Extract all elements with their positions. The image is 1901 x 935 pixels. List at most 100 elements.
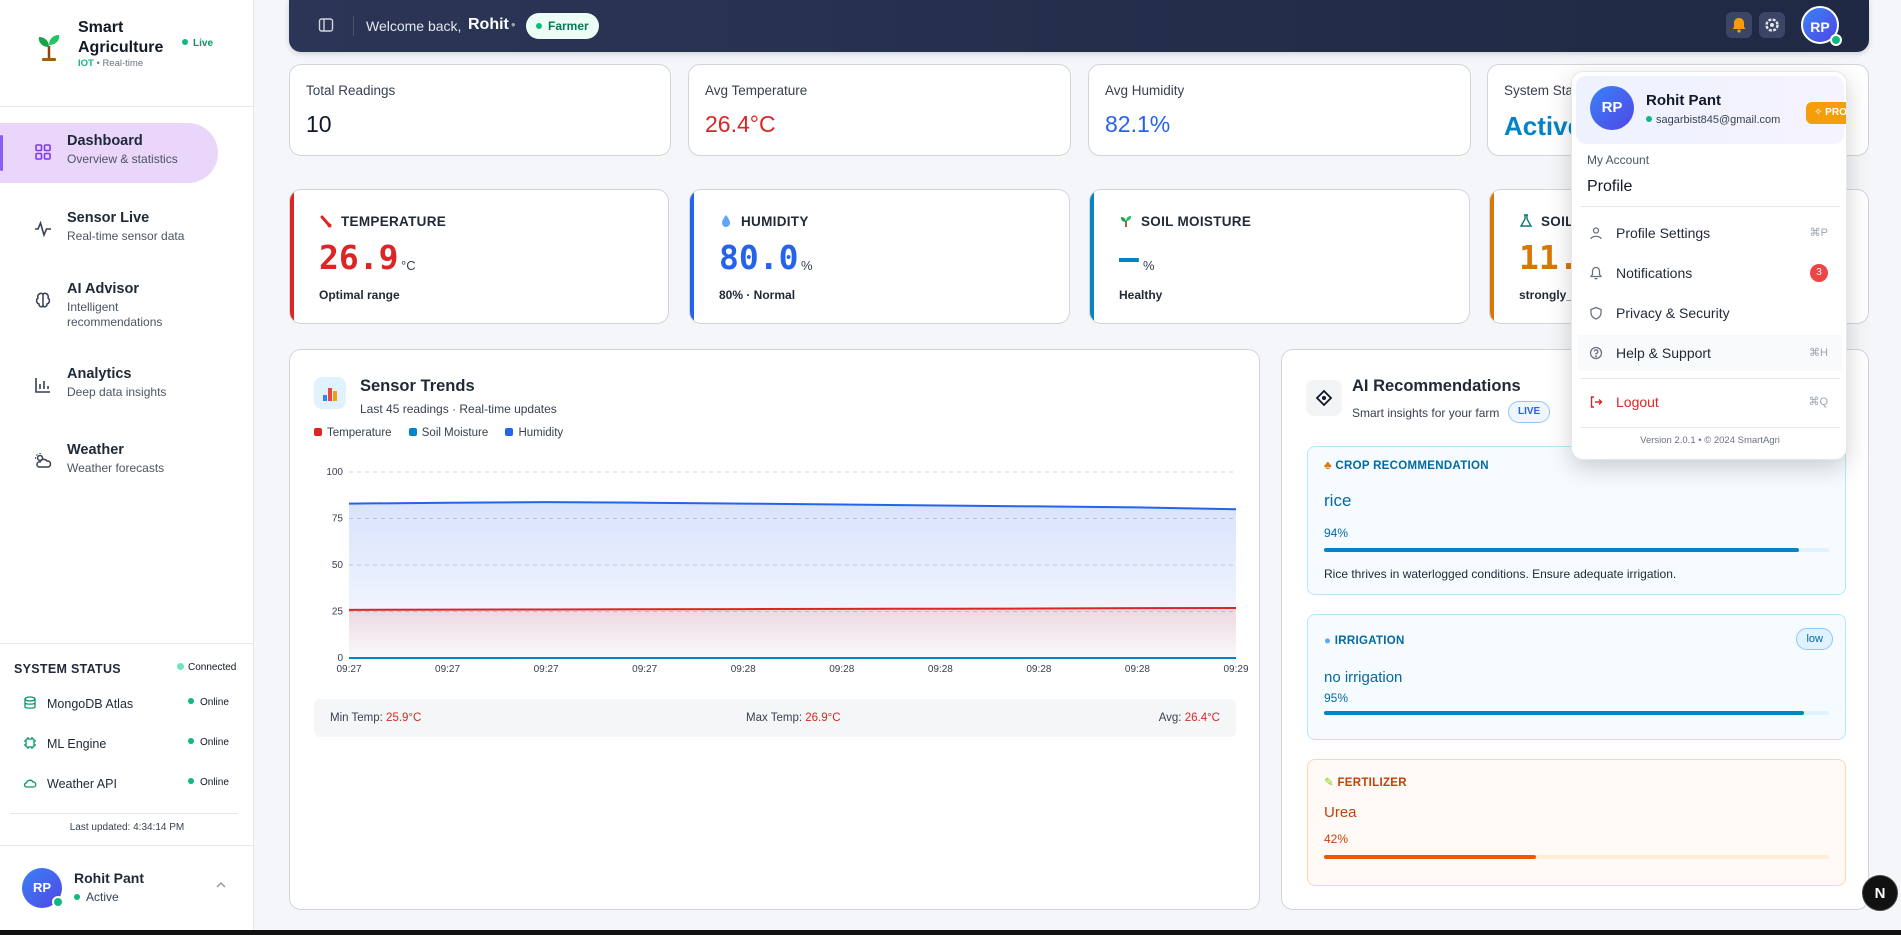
x-tick-label: 09:28 [731, 664, 756, 675]
brand-name: Smart Agriculture [78, 19, 164, 56]
brand[interactable]: Smart Agriculture Live IOT • Real-time [30, 18, 250, 78]
online-dot [52, 896, 64, 908]
sensor-card-soil-moisture: SOIL MOISTURE — % Healthy [1089, 189, 1470, 324]
divider [10, 813, 238, 814]
stat-avg-humidity: Avg Humidity 82.1% [1088, 64, 1471, 156]
nav-sensor-live[interactable]: Sensor Live Real-time sensor data [0, 200, 218, 260]
notifications-button[interactable] [1726, 12, 1752, 38]
bell-icon [1732, 18, 1746, 33]
menu-logout[interactable]: Logout ⌘Q [1578, 384, 1842, 420]
legend-label: Soil Moisture [421, 427, 489, 439]
live-indicator: Live [182, 38, 213, 49]
stat-avg-temperature: Avg Temperature 26.4°C [688, 64, 1071, 156]
brand-subtitle: IOT • Real-time [78, 58, 144, 69]
menu-label: Profile Settings [1616, 225, 1711, 241]
nav-subtitle: Real-time sensor data [67, 229, 185, 243]
progress-fill [1324, 548, 1799, 552]
role-badge: Farmer [526, 13, 599, 39]
cloud-sun-icon [35, 453, 52, 468]
crop-recommendation[interactable]: ♣ CROP RECOMMENDATION rice 94% Rice thri… [1307, 446, 1846, 595]
bar-chart-icon [35, 378, 50, 393]
y-tick-label: 100 [326, 467, 343, 478]
stat-value: 10 [306, 111, 332, 137]
profile-dropdown-menu: RP Rohit Pant sagarbist845@gmail.com ✧ P… [1571, 71, 1847, 460]
nav-subtitle: Deep data insights [67, 385, 167, 399]
stat-label: Total Readings [306, 83, 396, 98]
last-updated: Last updated: 4:34:14 PM [69, 822, 185, 833]
sidebar: Smart Agriculture Live IOT • Real-time D… [0, 0, 254, 930]
menu-label: Notifications [1616, 265, 1693, 281]
bell-icon [1589, 266, 1603, 280]
brain-icon [35, 292, 51, 308]
droplet-icon: ● [1324, 635, 1332, 647]
stat-label: Avg Temperature [705, 83, 808, 98]
legend-item-humidity[interactable]: Humidity [505, 427, 563, 439]
help-circle-icon [1589, 346, 1603, 360]
card-accent [290, 190, 294, 323]
shield-icon [1590, 306, 1602, 320]
chevron-up-icon [216, 881, 226, 888]
legend-swatch [408, 428, 417, 436]
nav-dashboard[interactable]: Dashboard Overview & statistics [0, 123, 218, 183]
y-tick-label: 50 [332, 560, 344, 571]
legend-item-temperature[interactable]: Temperature [314, 427, 392, 439]
nav-ai-advisor[interactable]: AI Advisor Intelligent recommendations [0, 271, 218, 331]
sensor-unit: % [801, 258, 813, 273]
legend-item-soil-moisture[interactable]: Soil Moisture [408, 427, 489, 439]
sensor-label: HUMIDITY [741, 214, 809, 229]
x-tick-label: 09:28 [829, 664, 854, 675]
sidebar-toggle-icon[interactable] [318, 17, 334, 33]
menu-notifications[interactable]: Notifications 3 [1578, 255, 1842, 291]
ai-subtitle: Smart insights for your farm [1352, 406, 1500, 420]
separator-bullet: • [511, 17, 516, 32]
dropdown-user-name: Rohit Pant [1646, 92, 1721, 109]
legend-label: Temperature [327, 427, 392, 439]
dashboard-grid-icon [35, 144, 51, 160]
database-icon [24, 696, 36, 709]
sensor-label: TEMPERATURE [341, 214, 447, 229]
sensor-note: strongly_ [1519, 288, 1574, 302]
wheat-icon: ♣ [1324, 460, 1332, 472]
crop-value: rice [1324, 491, 1352, 510]
service-status: Online [188, 697, 229, 708]
sprout-logo-icon [38, 35, 60, 61]
avatar: RP [1590, 86, 1634, 130]
card-accent [1490, 190, 1494, 323]
nav-subtitle: Intelligent recommendations [67, 300, 163, 329]
menu-profile-settings[interactable]: Profile Settings ⌘P [1578, 215, 1842, 251]
sensor-value: — [1119, 238, 1139, 277]
x-tick-label: 09:27 [435, 664, 460, 675]
nav-analytics[interactable]: Analytics Deep data insights [0, 356, 218, 416]
chart-icon [314, 377, 346, 409]
menu-shortcut: ⌘P [1809, 227, 1828, 239]
nav-weather[interactable]: Weather Weather forecasts [0, 432, 218, 492]
settings-button[interactable] [1759, 12, 1785, 38]
nav-subtitle: Weather forecasts [67, 461, 165, 475]
card-accent [690, 190, 694, 323]
service-name: Weather API [47, 777, 117, 791]
x-tick-label: 09:28 [928, 664, 953, 675]
irrigation-recommendation[interactable]: ● IRRIGATION low no irrigation 95% [1307, 614, 1846, 740]
temperature-area [349, 607, 1236, 658]
service-mongodb: MongoDB Atlas Online [23, 694, 238, 714]
fertilizer-recommendation[interactable]: ✎ FERTILIZER Urea 42% [1307, 759, 1846, 886]
progress-fill [1324, 711, 1804, 715]
menu-privacy-security[interactable]: Privacy & Security [1578, 295, 1842, 331]
menu-help-support[interactable]: Help & Support ⌘H [1578, 335, 1842, 371]
thermometer-icon [320, 215, 332, 228]
bottom-edge [0, 930, 1901, 935]
service-status: Online [188, 777, 229, 788]
nav-title: Weather [67, 442, 124, 458]
chart-subtitle: Last 45 readings · Real-time updates [360, 402, 557, 416]
sensor-trends-chart[interactable]: 0 25 50 75 100 09:27 09:27 09:27 09:27 09:28 09:28… [304, 460, 1254, 690]
floating-n-button[interactable]: N [1862, 875, 1898, 911]
y-tick-label: 75 [332, 514, 344, 525]
rec-header: ✎ FERTILIZER [1324, 777, 1407, 789]
menu-shortcut: ⌘H [1809, 347, 1828, 359]
cpu-icon [24, 737, 36, 749]
leaf-icon: ✎ [1324, 777, 1334, 789]
legend-swatch [314, 428, 322, 436]
activity-icon [35, 220, 51, 238]
sidebar-user-menu[interactable]: RP Rohit Pant Active [22, 866, 237, 910]
sensor-note: Healthy [1119, 288, 1163, 302]
